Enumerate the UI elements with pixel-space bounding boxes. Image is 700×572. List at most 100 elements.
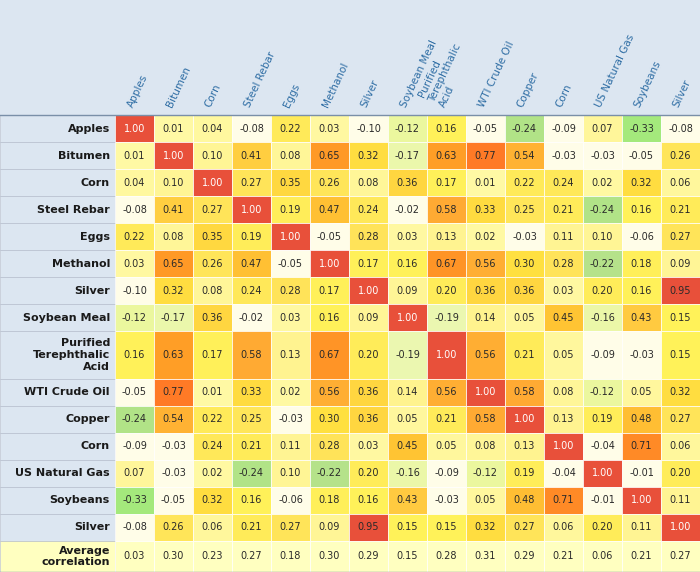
Text: 0.67: 0.67 [318, 350, 340, 360]
Bar [466, 487, 505, 514]
Text: 0.67: 0.67 [435, 259, 457, 268]
Bar [193, 514, 232, 541]
Bar [505, 250, 544, 277]
Text: 0.13: 0.13 [553, 414, 574, 424]
Bar [505, 379, 544, 406]
Text: 0.11: 0.11 [280, 442, 301, 451]
Text: -0.04: -0.04 [590, 442, 615, 451]
Text: 0.09: 0.09 [397, 285, 418, 296]
Bar [115, 250, 154, 277]
Bar [505, 196, 544, 223]
Bar [427, 169, 466, 196]
Text: -0.24: -0.24 [239, 468, 264, 478]
Bar [232, 304, 271, 331]
Text: Bitumen: Bitumen [58, 150, 110, 161]
Text: 1.00: 1.00 [280, 232, 301, 241]
Bar [349, 541, 388, 572]
Text: 0.30: 0.30 [514, 259, 536, 268]
Bar [427, 460, 466, 487]
Text: 0.24: 0.24 [202, 442, 223, 451]
Bar [349, 277, 388, 304]
Bar [0, 433, 115, 460]
Bar [544, 541, 583, 572]
Text: 0.06: 0.06 [202, 522, 223, 533]
Text: -0.03: -0.03 [512, 232, 537, 241]
Text: 1.00: 1.00 [241, 205, 262, 214]
Bar [154, 250, 193, 277]
Bar [466, 433, 505, 460]
Bar [388, 487, 427, 514]
Bar [0, 142, 115, 169]
Bar [622, 460, 661, 487]
Bar [193, 379, 232, 406]
Bar [427, 514, 466, 541]
Bar [622, 433, 661, 460]
Text: -0.06: -0.06 [278, 495, 303, 505]
Bar [505, 514, 544, 541]
Text: -0.03: -0.03 [434, 495, 459, 505]
Bar [154, 196, 193, 223]
Bar [193, 250, 232, 277]
Bar [310, 277, 349, 304]
Bar [232, 331, 271, 379]
Text: 0.20: 0.20 [435, 285, 457, 296]
Bar [466, 223, 505, 250]
Bar [115, 541, 154, 572]
Bar [583, 223, 622, 250]
Bar [622, 406, 661, 433]
Text: 0.15: 0.15 [435, 522, 457, 533]
Text: 0.77: 0.77 [162, 387, 184, 398]
Text: 0.01: 0.01 [475, 177, 496, 188]
Bar [349, 331, 388, 379]
Text: Soybean Meal: Soybean Meal [22, 312, 110, 323]
Text: Methanol: Methanol [52, 259, 110, 268]
Bar [388, 331, 427, 379]
Text: WTI Crude Oil: WTI Crude Oil [25, 387, 110, 398]
Text: -0.22: -0.22 [590, 259, 615, 268]
Text: 0.65: 0.65 [162, 259, 184, 268]
Bar [505, 541, 544, 572]
Text: 0.27: 0.27 [280, 522, 301, 533]
Text: 0.16: 0.16 [241, 495, 262, 505]
Text: -0.12: -0.12 [395, 124, 420, 133]
Bar [310, 250, 349, 277]
Text: 0.05: 0.05 [397, 414, 419, 424]
Text: 0.26: 0.26 [202, 259, 223, 268]
Bar [349, 514, 388, 541]
Text: 0.30: 0.30 [318, 414, 340, 424]
Bar [622, 331, 661, 379]
Text: Methanol: Methanol [321, 61, 350, 109]
Bar [544, 379, 583, 406]
Text: 0.05: 0.05 [514, 312, 536, 323]
Text: 0.01: 0.01 [124, 150, 145, 161]
Bar [544, 223, 583, 250]
Text: 0.21: 0.21 [241, 442, 262, 451]
Bar [466, 379, 505, 406]
Bar [271, 379, 310, 406]
Bar [310, 487, 349, 514]
Text: 0.32: 0.32 [475, 522, 496, 533]
Bar [0, 250, 115, 277]
Text: 0.45: 0.45 [553, 312, 574, 323]
Bar [661, 379, 700, 406]
Text: 0.26: 0.26 [670, 150, 692, 161]
Text: 0.02: 0.02 [202, 468, 223, 478]
Text: 0.20: 0.20 [670, 468, 692, 478]
Bar [622, 115, 661, 142]
Text: 0.22: 0.22 [124, 232, 146, 241]
Text: -0.22: -0.22 [317, 468, 342, 478]
Bar [622, 250, 661, 277]
Bar [427, 406, 466, 433]
Bar [154, 487, 193, 514]
Text: 1.00: 1.00 [397, 312, 418, 323]
Bar [466, 169, 505, 196]
Text: -0.12: -0.12 [590, 387, 615, 398]
Bar [271, 223, 310, 250]
Bar [661, 250, 700, 277]
Bar [466, 277, 505, 304]
Text: -0.33: -0.33 [122, 495, 147, 505]
Text: 0.28: 0.28 [318, 442, 340, 451]
Text: 0.43: 0.43 [631, 312, 652, 323]
Text: 0.05: 0.05 [553, 350, 574, 360]
Bar [622, 541, 661, 572]
